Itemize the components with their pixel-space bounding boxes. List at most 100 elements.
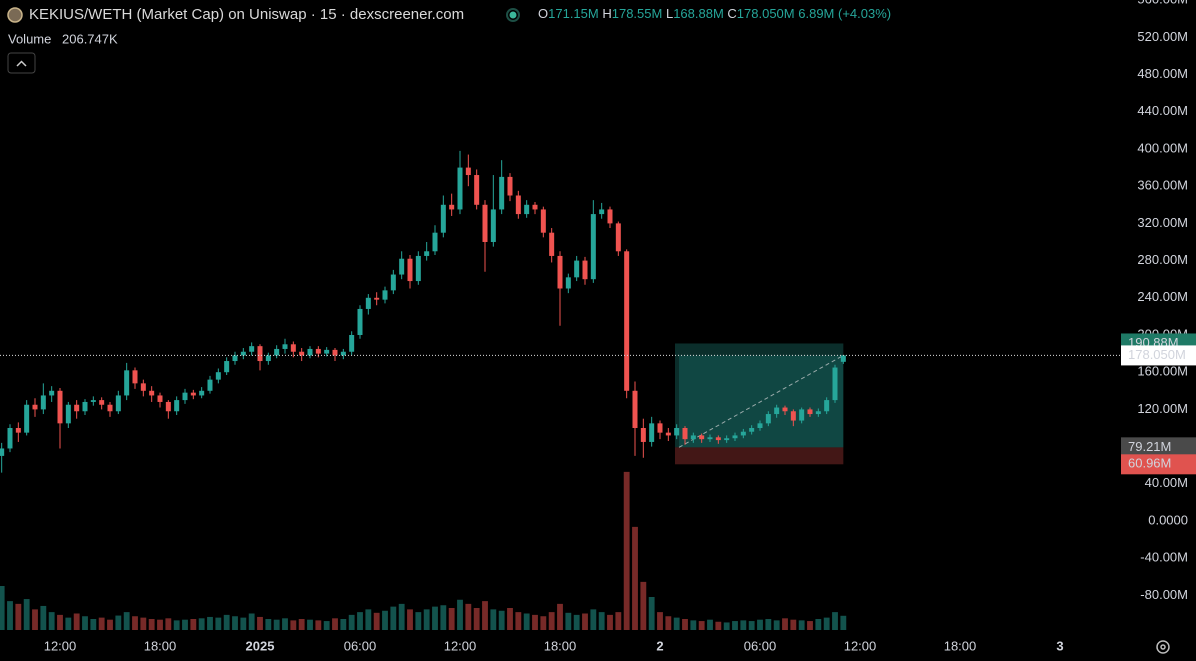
candle-body (449, 204, 455, 210)
candle-body (782, 407, 788, 412)
candle-body (774, 407, 780, 415)
volume-bar (132, 616, 138, 630)
volume-bar (457, 599, 463, 630)
volume-bar (315, 620, 322, 630)
candle-body (532, 204, 538, 210)
x-tick-label: 18:00 (944, 638, 977, 653)
x-tick-label: 12:00 (44, 638, 77, 653)
candle-body (807, 409, 813, 415)
candle-body (407, 258, 413, 282)
volume-bar (507, 608, 513, 630)
candle-body (557, 255, 563, 289)
candle-body (832, 367, 838, 401)
volume-bar (623, 471, 630, 630)
volume-bar (340, 619, 347, 630)
candle-body (382, 290, 388, 300)
status-ring (506, 8, 520, 22)
volume-bar (748, 621, 755, 630)
y-tick-label: 560.00M (1137, 0, 1188, 7)
x-tick-label: 12:00 (444, 638, 477, 653)
x-tick-label: 18:00 (544, 638, 577, 653)
volume-bar (657, 612, 663, 630)
candle-body (340, 351, 346, 356)
volume-bar (248, 613, 255, 630)
candle-body (565, 277, 571, 289)
volume-bar (465, 603, 472, 630)
volume-bar (715, 621, 722, 630)
volume-bar (148, 619, 155, 630)
candle-body (174, 400, 180, 412)
x-tick-label: 18:00 (144, 638, 177, 653)
candle-body (57, 390, 63, 424)
collapse-button[interactable] (7, 52, 36, 74)
legend-change: 6.89M (+4.03%) (798, 6, 891, 21)
candle-body (374, 297, 380, 300)
volume-bar (523, 613, 530, 630)
gear-hub (1160, 644, 1166, 650)
candle-body (507, 176, 513, 196)
volume-bar (765, 619, 772, 630)
x-tick-label: 2 (656, 638, 663, 653)
volume-bar (548, 612, 555, 630)
candle-body (24, 404, 30, 433)
candle-body (765, 414, 771, 424)
price-axis: -80.00M-40.00M0.000040.00M80.00M120.00M1… (44, 0, 1196, 653)
volume-bar (7, 601, 13, 630)
candle-body (482, 204, 488, 242)
candle-body (415, 255, 421, 282)
candle-body (274, 348, 280, 356)
candle-body (390, 274, 396, 291)
legend-key: H (602, 6, 611, 21)
candle-body (82, 401, 88, 412)
gear-ring (1156, 640, 1170, 654)
volume-bar (290, 620, 297, 630)
volume-bar (332, 618, 338, 630)
candle-body (490, 209, 496, 242)
volume-bar (573, 614, 580, 630)
loss-zone (675, 447, 844, 465)
candle-body (365, 297, 371, 309)
candle-body (249, 346, 255, 352)
volume-bar (40, 605, 47, 630)
volume-bar (348, 614, 355, 630)
volume-bar (90, 619, 97, 630)
legend-key: O (538, 6, 548, 21)
candle-body (182, 392, 188, 401)
volume-bar (840, 615, 847, 630)
volume-bar (282, 618, 288, 630)
candle-body (649, 423, 655, 442)
y-tick-label: 40.00M (1145, 475, 1188, 490)
volume-bar (123, 612, 130, 630)
candle-body (149, 390, 155, 396)
volume-bar (140, 617, 147, 630)
candle-body (349, 334, 355, 352)
candle-body (199, 390, 205, 396)
volume-value: 206.747K (62, 31, 118, 46)
candle-body (749, 427, 755, 432)
legend-value: 178.55M (612, 6, 663, 21)
candle-body (465, 167, 471, 176)
volume-bar (473, 608, 480, 630)
volume-bar (257, 616, 263, 630)
candle-body (90, 400, 96, 402)
candle-body (474, 175, 480, 205)
volume-bar (782, 618, 788, 630)
volume-bar (632, 526, 638, 630)
price-tag-label: 79.21M (1128, 439, 1171, 454)
volume-bar (698, 621, 705, 630)
volume-bar (773, 620, 780, 630)
volume-bar (690, 620, 697, 630)
volume-bar (48, 612, 55, 630)
chart-title: KEKIUS/WETH (Market Cap) on Uniswap · 15… (29, 6, 464, 23)
candle-body (49, 390, 55, 396)
volume-bar (673, 617, 680, 630)
volume-bar (707, 619, 713, 630)
legend-value: 171.15M (548, 6, 599, 21)
candle-body (632, 390, 638, 428)
candle-body (815, 411, 821, 415)
volume-bar (515, 612, 522, 630)
volume-bar (823, 617, 830, 630)
candle-body (132, 370, 138, 384)
settings-icon[interactable] (1156, 640, 1170, 654)
